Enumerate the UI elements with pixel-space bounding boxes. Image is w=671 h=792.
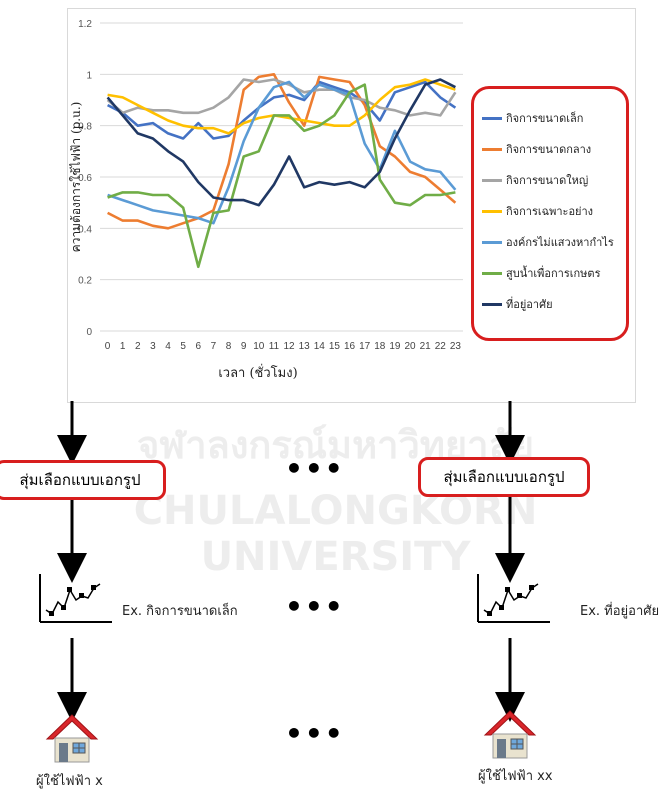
example-label-right: Ex. ที่อยู่อาศัย <box>580 604 660 619</box>
house-icon <box>45 714 99 763</box>
x-tick-label: 16 <box>344 341 356 352</box>
customer-label-right: ผู้ใช้ไฟฟ้า xx <box>478 769 553 784</box>
x-tick-label: 8 <box>226 341 232 352</box>
house-icon <box>483 710 537 759</box>
legend-label: กิจการขนาดเล็ก <box>506 112 584 125</box>
x-tick-label: 13 <box>299 341 311 352</box>
x-tick-label: 2 <box>135 341 141 352</box>
legend-swatch <box>482 147 502 151</box>
ellipsis-bottom: ••• <box>285 717 345 750</box>
series-line-6 <box>106 78 456 207</box>
legend-label: สูบน้ำเพื่อการเกษตร <box>506 267 601 280</box>
uniform-sampling-box-right: สุ่มเลือกแบบเอกรูป <box>418 457 590 497</box>
legend-item-2: กิจการขนาดใหญ่ <box>482 171 588 189</box>
legend-swatch <box>482 302 502 306</box>
series-line-1 <box>107 73 457 230</box>
customer-label-left: ผู้ใช้ไฟฟ้า x <box>36 774 103 789</box>
line-chart-icon <box>477 574 550 623</box>
legend-item-4: องค์กรไม่แสวงหากำไร <box>482 233 614 251</box>
y-tick-label: 0.8 <box>78 122 92 133</box>
legend-label: กิจการเฉพาะอย่าง <box>506 205 594 218</box>
x-tick-label: 7 <box>211 341 217 352</box>
series-line-4 <box>107 80 457 225</box>
uniform-sampling-box-left: สุ่มเลือกแบบเอกรูป <box>0 460 166 500</box>
legend-item-3: กิจการเฉพาะอย่าง <box>482 202 593 220</box>
x-tick-label: 18 <box>374 341 386 352</box>
x-axis-label: เวลา (ชั่วโมง) <box>218 364 297 381</box>
legend-label: กิจการขนาดใหญ่ <box>506 174 589 187</box>
x-tick-label: 17 <box>359 341 371 352</box>
ellipsis-top: ••• <box>285 452 345 485</box>
y-tick-label: 0.2 <box>78 276 92 287</box>
x-tick-label: 3 <box>150 341 156 352</box>
y-tick-label: 1.2 <box>78 19 92 30</box>
legend-label: องค์กรไม่แสวงหากำไร <box>506 236 614 249</box>
legend-swatch <box>482 271 502 275</box>
y-tick-label: 0.4 <box>78 224 92 235</box>
series-line-0 <box>107 80 457 140</box>
chart-legend: กิจการขนาดเล็กกิจการขนาดกลางกิจการขนาดให… <box>471 86 629 341</box>
legend-swatch <box>482 178 502 182</box>
x-tick-label: 20 <box>405 341 417 352</box>
legend-item-5: สูบน้ำเพื่อการเกษตร <box>482 264 600 282</box>
y-tick-label: 1 <box>86 70 92 81</box>
x-tick-label: 12 <box>284 341 296 352</box>
series-line-2 <box>106 78 457 117</box>
y-tick-label: 0 <box>86 327 92 338</box>
legend-swatch <box>482 209 502 213</box>
x-tick-label: 15 <box>329 341 341 352</box>
x-tick-label: 10 <box>253 341 265 352</box>
load-profile-chart: 00.20.40.60.811.2 0 1 2 3 4 5 6 7 8 9 10 11 12 13 14 15… <box>69 19 463 381</box>
x-tick-label: 14 <box>314 341 326 352</box>
x-tick-label: 23 <box>450 341 462 352</box>
legend-item-0: กิจการขนาดเล็ก <box>482 109 583 127</box>
x-tick-label: 5 <box>180 341 186 352</box>
legend-item-1: กิจการขนาดกลาง <box>482 140 591 158</box>
x-tick-label: 1 <box>120 341 126 352</box>
x-tick-label: 11 <box>269 341 280 352</box>
chart-panel: 0 0.2 0.4 0.6 0.8 1 1.2 0 1 2 3 4 5 6 7 8 9 10 11 12 13 14 15… <box>67 8 636 403</box>
legend-label: กิจการขนาดกลาง <box>506 143 592 156</box>
y-axis-label: ความต้องการใช้ไฟฟ้า (p.u.) <box>69 102 83 253</box>
x-tick-label: 0 <box>105 341 111 352</box>
legend-item-6: ที่อยู่อาศัย <box>482 295 553 313</box>
x-tick-label: 21 <box>420 341 432 352</box>
watermark-english: CHULALONGKORN UNIVERSITY <box>133 488 538 580</box>
x-tick-label: 22 <box>435 341 447 352</box>
x-tick-label: 9 <box>241 341 247 352</box>
legend-label: ที่อยู่อาศัย <box>506 298 553 311</box>
series-line-5 <box>107 83 456 269</box>
legend-swatch <box>482 116 502 120</box>
x-tick-label: 6 <box>196 341 202 352</box>
x-tick-label: 4 <box>165 341 171 352</box>
x-tick-label: 19 <box>389 341 401 352</box>
example-label-left: Ex. กิจการขนาดเล็ก <box>122 604 238 619</box>
line-chart-icon <box>39 574 112 623</box>
legend-swatch <box>482 240 502 244</box>
y-tick-label: 0.6 <box>78 173 92 184</box>
ellipsis-middle: ••• <box>285 590 345 623</box>
